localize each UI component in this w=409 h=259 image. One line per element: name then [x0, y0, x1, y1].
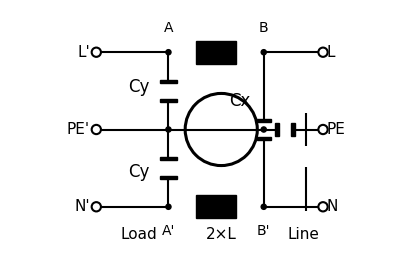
Circle shape [166, 127, 171, 132]
Circle shape [261, 204, 266, 209]
Circle shape [318, 202, 328, 211]
Circle shape [166, 50, 171, 55]
Circle shape [318, 48, 328, 57]
Text: N: N [327, 199, 338, 214]
Text: Load: Load [120, 227, 157, 242]
Text: L: L [327, 45, 335, 60]
Text: L': L' [77, 45, 90, 60]
Circle shape [92, 202, 101, 211]
Text: A': A' [162, 224, 175, 238]
Bar [257, 137, 271, 140]
Bar [257, 119, 271, 122]
Bar [196, 41, 236, 64]
Text: Cy: Cy [128, 163, 149, 181]
Text: Line: Line [288, 227, 319, 242]
Text: 2×L: 2×L [206, 227, 237, 242]
Text: PE: PE [327, 122, 346, 137]
Text: B': B' [257, 224, 270, 238]
Bar [160, 157, 177, 160]
Text: Cy: Cy [128, 78, 149, 96]
Circle shape [261, 50, 266, 55]
Bar [196, 195, 236, 218]
Circle shape [166, 204, 171, 209]
Text: B: B [259, 21, 269, 35]
Bar [275, 123, 279, 136]
Bar [160, 80, 177, 83]
Circle shape [261, 127, 266, 132]
Bar [292, 123, 295, 136]
Circle shape [92, 125, 101, 134]
Text: PE': PE' [67, 122, 90, 137]
Bar [160, 99, 177, 102]
Text: A: A [164, 21, 173, 35]
Text: Cx: Cx [229, 92, 251, 110]
Circle shape [92, 48, 101, 57]
Text: N': N' [74, 199, 90, 214]
Bar [160, 176, 177, 179]
Circle shape [318, 125, 328, 134]
